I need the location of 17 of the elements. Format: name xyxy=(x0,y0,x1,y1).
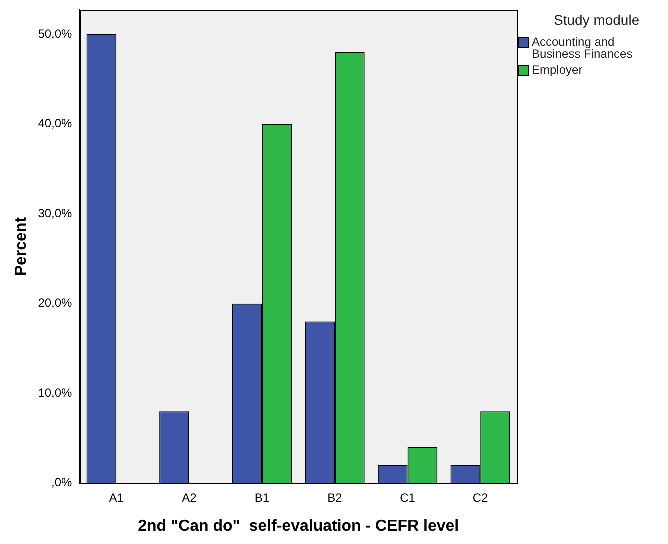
x-tick-label: C1 xyxy=(400,490,416,505)
y-tick-label: 20,0% xyxy=(38,296,73,310)
legend-label: Employer xyxy=(532,63,583,77)
y-tick-label: ,0% xyxy=(52,476,73,490)
x-tick-label: A2 xyxy=(182,490,198,505)
x-tick-label: B2 xyxy=(328,490,343,505)
legend-title: Study module xyxy=(554,12,641,28)
y-tick-label: 10,0% xyxy=(38,386,73,400)
x-axis-title: 2nd "Can do" self-evaluation - CEFR level xyxy=(138,518,460,535)
legend-label: Accounting and Business Finances xyxy=(532,35,634,61)
x-tick-label: C2 xyxy=(472,490,489,505)
y-tick-label: 30,0% xyxy=(38,206,73,220)
y-tick-label: 40,0% xyxy=(38,116,73,131)
y-tick-label: 50,0% xyxy=(38,26,73,41)
x-tick-label: B1 xyxy=(254,490,270,505)
y-axis-title: Percent xyxy=(13,216,30,276)
x-tick-label: A1 xyxy=(109,490,124,505)
